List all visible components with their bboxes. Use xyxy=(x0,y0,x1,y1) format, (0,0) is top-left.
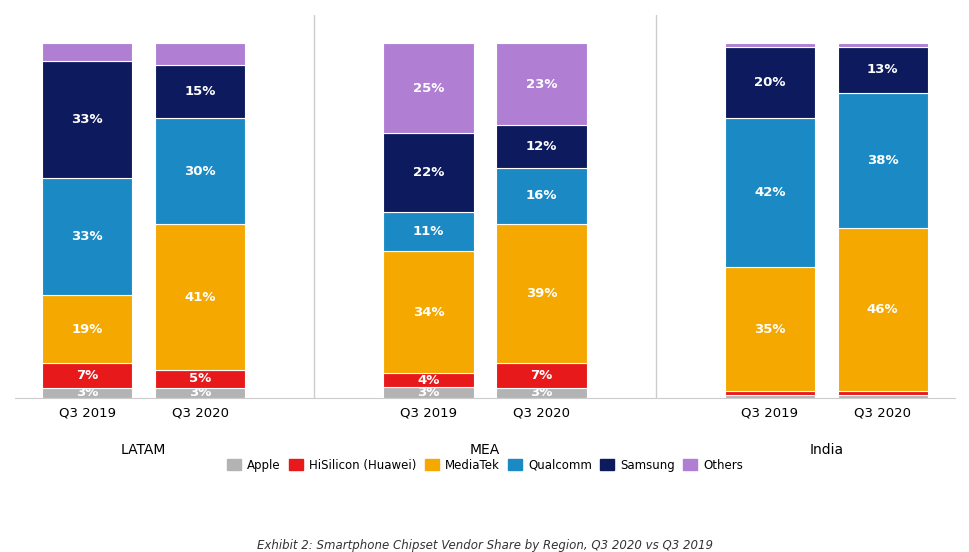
Text: 25%: 25% xyxy=(413,82,444,95)
Text: MEA: MEA xyxy=(469,443,500,457)
Text: 38%: 38% xyxy=(866,154,897,167)
Text: 41%: 41% xyxy=(184,290,216,304)
Text: 35%: 35% xyxy=(753,322,785,336)
Text: 11%: 11% xyxy=(413,225,444,238)
Bar xyxy=(155,118,245,224)
Text: 16%: 16% xyxy=(525,189,556,203)
Bar xyxy=(383,251,473,373)
Bar xyxy=(836,93,927,228)
Text: 3%: 3% xyxy=(417,386,439,399)
Bar xyxy=(836,391,927,395)
Text: 13%: 13% xyxy=(866,63,897,77)
Bar xyxy=(496,388,586,398)
Text: 34%: 34% xyxy=(412,306,444,319)
Text: 42%: 42% xyxy=(753,186,785,199)
Text: LATAM: LATAM xyxy=(121,443,167,457)
Bar xyxy=(42,178,133,295)
Bar xyxy=(383,212,473,251)
Bar xyxy=(155,388,245,398)
Legend: Apple, HiSilicon (Huawei), MediaTek, Qualcomm, Samsung, Others: Apple, HiSilicon (Huawei), MediaTek, Qua… xyxy=(222,454,747,476)
Bar xyxy=(496,168,586,224)
Text: 5%: 5% xyxy=(189,372,211,385)
Text: 12%: 12% xyxy=(525,140,556,153)
Bar xyxy=(42,61,133,178)
Bar xyxy=(496,44,586,125)
Text: 33%: 33% xyxy=(72,230,103,243)
Text: 3%: 3% xyxy=(76,386,99,400)
Text: India: India xyxy=(808,443,842,457)
Text: 4%: 4% xyxy=(417,374,439,387)
Bar xyxy=(155,224,245,370)
Text: 19%: 19% xyxy=(72,322,103,336)
Bar xyxy=(496,125,586,168)
Text: 39%: 39% xyxy=(525,287,556,300)
Bar xyxy=(724,391,814,395)
Bar xyxy=(836,228,927,391)
Bar xyxy=(42,388,133,398)
Bar xyxy=(724,47,814,118)
Bar xyxy=(496,224,586,363)
Text: 3%: 3% xyxy=(530,386,552,400)
Bar xyxy=(42,295,133,363)
Bar xyxy=(836,44,927,47)
Text: 30%: 30% xyxy=(184,164,216,178)
Bar xyxy=(155,65,245,118)
Text: 3%: 3% xyxy=(189,386,211,400)
Text: 20%: 20% xyxy=(753,76,785,89)
Bar xyxy=(383,133,473,212)
Text: 23%: 23% xyxy=(525,78,556,91)
Text: 7%: 7% xyxy=(76,369,98,381)
Bar xyxy=(155,44,245,65)
Text: 15%: 15% xyxy=(184,85,216,98)
Text: Exhibit 2: Smartphone Chipset Vendor Share by Region, Q3 2020 vs Q3 2019: Exhibit 2: Smartphone Chipset Vendor Sha… xyxy=(257,539,712,552)
Bar xyxy=(724,395,814,398)
Bar xyxy=(155,370,245,388)
Bar xyxy=(383,388,473,398)
Bar xyxy=(724,118,814,267)
Bar xyxy=(42,363,133,388)
Bar xyxy=(42,44,133,61)
Bar xyxy=(724,44,814,47)
Text: 33%: 33% xyxy=(72,113,103,126)
Bar xyxy=(724,267,814,391)
Bar xyxy=(383,44,473,133)
Bar xyxy=(836,395,927,398)
Text: 46%: 46% xyxy=(866,303,897,316)
Bar xyxy=(383,373,473,388)
Text: 7%: 7% xyxy=(530,369,552,381)
Bar xyxy=(496,363,586,388)
Text: 22%: 22% xyxy=(413,166,444,179)
Bar xyxy=(836,47,927,93)
